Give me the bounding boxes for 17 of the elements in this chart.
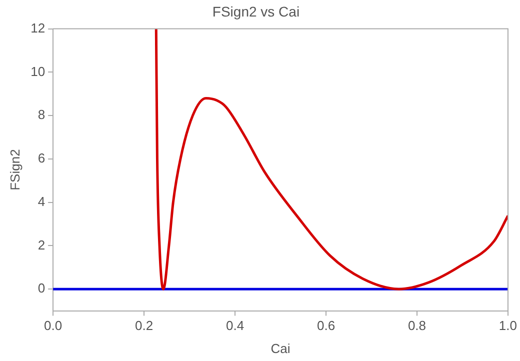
y-tick-label: 2 bbox=[38, 237, 46, 252]
y-tick-label: 12 bbox=[30, 20, 46, 36]
x-tick-label: 1.0 bbox=[498, 318, 518, 334]
y-tick-label: 4 bbox=[38, 194, 46, 209]
y-tick-label: 10 bbox=[30, 64, 46, 79]
line-series bbox=[154, 28, 508, 290]
x-tick-label: 0.6 bbox=[316, 318, 336, 334]
x-axis-title: Cai bbox=[270, 340, 290, 356]
y-axis-title: FSign2 bbox=[7, 149, 22, 190]
x-tick-label: 0.4 bbox=[226, 318, 244, 334]
x-tick-label: 0.8 bbox=[408, 318, 426, 334]
x-tick-label: 0.0 bbox=[44, 318, 62, 334]
y-tick-label: 0 bbox=[38, 280, 46, 296]
y-tick-label: 6 bbox=[38, 150, 46, 166]
chart-title: FSign2 vs Cai bbox=[212, 3, 300, 20]
x-tick-label: 0.2 bbox=[135, 318, 154, 334]
y-tick-label: 8 bbox=[38, 107, 46, 122]
